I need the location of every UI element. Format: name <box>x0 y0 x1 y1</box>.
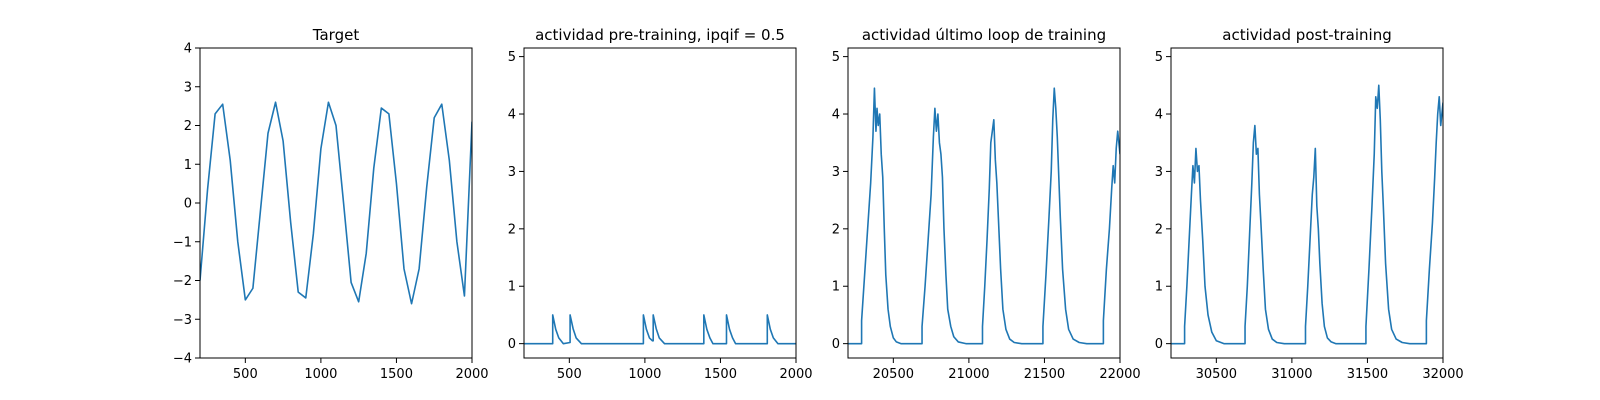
x-tick-label: 21000 <box>948 367 989 382</box>
x-tick-label: 2000 <box>455 367 488 382</box>
y-tick-label: 2 <box>184 119 192 134</box>
y-tick-label: −1 <box>173 235 192 250</box>
y-tick-label: 3 <box>508 165 516 180</box>
chart-title: actividad último loop de training <box>862 26 1106 44</box>
axes-frame <box>847 47 1121 359</box>
y-tick-label: 5 <box>508 50 516 65</box>
x-tick-label: 32000 <box>1422 367 1463 382</box>
x-tick-label: 1500 <box>380 367 413 382</box>
y-tick-label: −2 <box>173 274 192 289</box>
series-line-target <box>200 101 472 305</box>
y-tick-label: 3 <box>184 80 192 95</box>
y-tick-label: 1 <box>832 280 840 295</box>
y-tick-label: 1 <box>508 280 516 295</box>
axes-frame <box>1170 47 1444 359</box>
y-tick-label: 3 <box>1155 165 1163 180</box>
x-tick-label: 2000 <box>779 367 812 382</box>
y-tick-label: −4 <box>173 352 192 367</box>
x-tick-label: 1000 <box>628 367 661 382</box>
x-tick-label: 500 <box>557 367 582 382</box>
x-tick-label: 500 <box>233 367 258 382</box>
y-tick-label: 3 <box>832 165 840 180</box>
y-tick-label: 1 <box>1155 280 1163 295</box>
y-tick-label: 0 <box>832 337 840 352</box>
y-tick-label: 0 <box>508 337 516 352</box>
chart-pre-training: actividad pre-training, ipqif = 0.5 500 1… <box>508 26 813 382</box>
chart-last-training-loop: actividad último loop de training 20500 2… <box>832 26 1141 382</box>
x-tick-label: 1000 <box>304 367 337 382</box>
y-tick-label: 4 <box>832 108 840 123</box>
chart-post-training: actividad post-training 30500 31000 31500 3… <box>1155 26 1464 382</box>
x-tick-label: 31000 <box>1271 367 1312 382</box>
x-tick-label: 31500 <box>1347 367 1388 382</box>
y-tick-label: 2 <box>832 222 840 237</box>
y-tick-label: −3 <box>173 313 192 328</box>
y-tick-label: 0 <box>1155 337 1163 352</box>
chart-title: actividad pre-training, ipqif = 0.5 <box>535 26 785 44</box>
y-tick-label: 4 <box>508 108 516 123</box>
chart-title: actividad post-training <box>1222 26 1391 44</box>
y-tick-label: 1 <box>184 158 192 173</box>
chart-target: Target 500 1000 1500 2000 −4 −3 −2 −1 0 1 2 3 4 <box>173 26 489 382</box>
y-tick-label: 5 <box>1155 50 1163 65</box>
x-tick-label: 1500 <box>704 367 737 382</box>
y-tick-label: 4 <box>184 42 192 57</box>
x-tick-label: 22000 <box>1099 367 1140 382</box>
y-tick-label: 2 <box>1155 222 1163 237</box>
x-tick-label: 20500 <box>873 367 914 382</box>
series-line-activity <box>524 314 796 345</box>
series-line-activity <box>848 87 1120 345</box>
chart-title: Target <box>312 26 360 44</box>
series-line-activity <box>1171 84 1443 345</box>
axes-frame <box>523 47 797 359</box>
y-tick-label: 4 <box>1155 108 1163 123</box>
x-tick-label: 21500 <box>1024 367 1065 382</box>
y-tick-label: 2 <box>508 222 516 237</box>
x-tick-label: 30500 <box>1196 367 1237 382</box>
y-tick-label: 0 <box>184 197 192 212</box>
y-tick-label: 5 <box>832 50 840 65</box>
